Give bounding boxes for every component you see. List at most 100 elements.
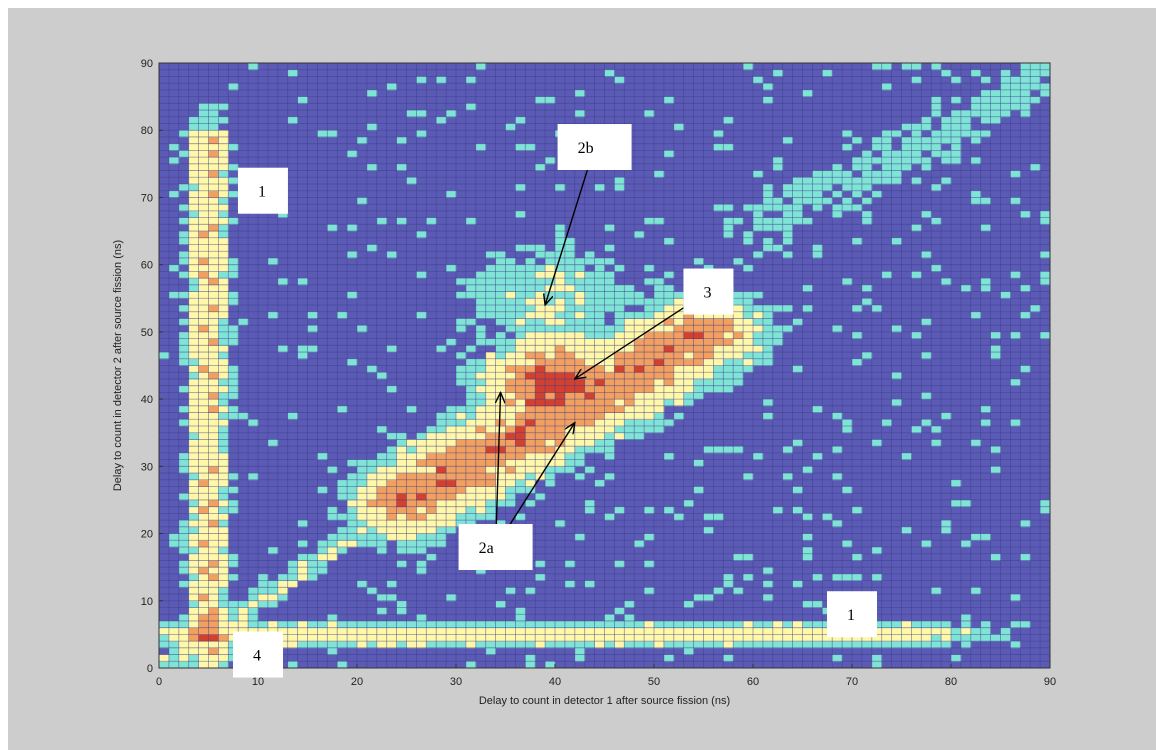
heatmap-cell: [634, 412, 645, 420]
heatmap-cell: [555, 331, 566, 340]
heatmap-cell: [772, 627, 784, 635]
heatmap-cell: [614, 311, 625, 319]
heatmap-cell: [901, 452, 912, 461]
heatmap-cell: [911, 271, 922, 279]
heatmap-cell: [574, 654, 586, 662]
heatmap-cell: [198, 331, 209, 340]
heatmap-cell: [614, 399, 625, 407]
heatmap-cell: [337, 405, 348, 413]
heatmap-cell: [436, 641, 447, 649]
heatmap-cell: [871, 634, 883, 642]
heatmap-cell: [505, 338, 516, 346]
heatmap-cell: [515, 352, 526, 360]
heatmap-cell: [555, 271, 566, 279]
heatmap-cell: [198, 526, 209, 534]
heatmap-cell: [921, 419, 932, 427]
heatmap-cell: [208, 486, 219, 494]
heatmap-cell: [505, 452, 516, 461]
heatmap-cell: [505, 352, 516, 360]
heatmap-cell: [525, 325, 536, 333]
heatmap-cell: [188, 620, 199, 629]
heatmap-cell: [941, 123, 952, 131]
heatmap-cell: [396, 506, 407, 514]
heatmap-cell: [545, 466, 556, 474]
heatmap-cell: [188, 506, 199, 514]
heatmap-cell: [733, 298, 744, 306]
heatmap-cell: [842, 130, 853, 138]
heatmap-cell: [842, 278, 853, 286]
heatmap-cell: [1000, 110, 1011, 118]
heatmap-cell: [564, 452, 576, 461]
heatmap-cell: [406, 439, 417, 447]
heatmap-cell: [178, 661, 190, 669]
heatmap-cell: [921, 392, 932, 400]
heatmap-cell: [555, 365, 566, 373]
heatmap-cell: [891, 627, 902, 635]
heatmap-cell: [545, 620, 556, 629]
heatmap-cell: [545, 385, 556, 393]
heatmap-cell: [535, 459, 546, 467]
heatmap-cell: [188, 553, 199, 561]
heatmap-cell: [396, 163, 407, 171]
heatmap-cell: [663, 338, 675, 346]
heatmap-cell: [842, 540, 853, 548]
heatmap-cell: [218, 177, 229, 185]
y-tick-label: 80: [141, 125, 153, 137]
heatmap-cell: [762, 399, 774, 407]
heatmap-cell: [624, 627, 635, 635]
heatmap-cell: [406, 520, 417, 528]
heatmap-cell: [673, 305, 685, 313]
heatmap-cell: [782, 473, 793, 481]
heatmap-cell: [624, 426, 635, 434]
heatmap-cell: [228, 291, 239, 299]
heatmap-cell: [802, 513, 813, 521]
heatmap-cell: [218, 163, 229, 171]
heatmap-cell: [594, 318, 605, 326]
heatmap-cell: [218, 533, 229, 541]
heatmap-cell: [465, 432, 477, 440]
heatmap-cell: [376, 634, 388, 642]
heatmap-cell: [495, 620, 506, 629]
heatmap-cell: [208, 224, 219, 232]
heatmap-cell: [683, 331, 694, 340]
heatmap-cell: [515, 641, 526, 649]
heatmap-cell: [218, 432, 229, 440]
heatmap-cell: [654, 305, 665, 313]
heatmap-cell: [495, 473, 506, 481]
heatmap-cell: [208, 358, 219, 366]
heatmap-cell: [564, 446, 576, 454]
heatmap-cell: [218, 217, 229, 225]
heatmap-cell: [188, 607, 199, 615]
heatmap-cell: [733, 641, 744, 649]
heatmap-cell: [495, 358, 506, 366]
heatmap-cell: [644, 352, 655, 360]
heatmap-cell: [782, 634, 793, 642]
heatmap-cell: [337, 641, 348, 649]
heatmap-cell: [159, 352, 170, 360]
heatmap-cell: [663, 392, 675, 400]
heatmap-cell: [218, 479, 229, 487]
heatmap-cell: [307, 627, 318, 635]
heatmap-cell: [921, 163, 932, 171]
heatmap-cell: [208, 157, 219, 165]
heatmap-cell: [366, 627, 378, 635]
heatmap-cell: [357, 620, 368, 629]
heatmap-cell: [842, 204, 853, 212]
heatmap-cell: [624, 432, 635, 440]
heatmap-cell: [406, 540, 417, 548]
heatmap-cell: [327, 533, 338, 541]
heatmap-cell: [198, 614, 209, 622]
heatmap-cell: [168, 264, 180, 272]
heatmap-cell: [1040, 251, 1051, 259]
heatmap-cell: [485, 392, 496, 400]
heatmap-cell: [337, 479, 348, 487]
heatmap-cell: [604, 298, 615, 306]
heatmap-cell: [713, 345, 724, 353]
heatmap-cell: [733, 217, 744, 225]
heatmap-cell: [248, 63, 259, 71]
heatmap-cell: [465, 493, 477, 501]
heatmap-cell: [584, 627, 595, 635]
heatmap-cell: [208, 600, 219, 608]
heatmap-cell: [555, 237, 566, 245]
heatmap-cell: [297, 573, 308, 582]
